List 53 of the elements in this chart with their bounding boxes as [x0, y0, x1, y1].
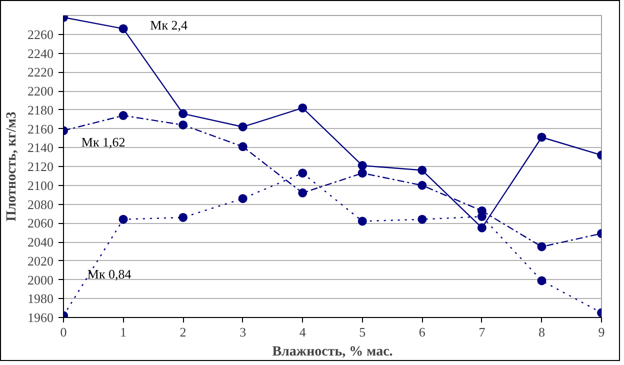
y-tick-label: 2260 [28, 26, 54, 42]
point [477, 223, 486, 232]
point [537, 132, 546, 142]
point [118, 111, 128, 120]
point [418, 180, 427, 190]
y-tick-label: 2000 [28, 272, 54, 288]
x-tick-label: 2 [180, 324, 186, 340]
point [418, 214, 427, 224]
y-tick-label: 1960 [28, 310, 54, 325]
point [298, 188, 308, 198]
point [537, 242, 546, 252]
x-tick-label: 5 [359, 324, 366, 340]
y-tick-label: 2180 [28, 102, 54, 118]
point [298, 103, 308, 112]
y-tick-label: 2020 [28, 253, 54, 268]
point [178, 120, 188, 130]
series-label: Мк 1,62 [81, 134, 126, 150]
y-axis-title: Плотность, кг/м3 [4, 112, 20, 222]
x-tick-label: 7 [478, 324, 486, 340]
point [178, 109, 188, 118]
y-tick-label: 2080 [28, 196, 54, 212]
y-tick-label: 2140 [28, 140, 54, 156]
x-tick-label: 0 [60, 324, 67, 340]
y-tick-label: 2120 [28, 159, 54, 174]
y-tick-label: 2100 [28, 178, 54, 193]
x-tick-label: 1 [120, 324, 127, 340]
point [238, 142, 248, 152]
y-tick-label: 2200 [28, 84, 54, 98]
point [238, 122, 248, 132]
x-tick-label: 6 [418, 324, 426, 340]
point [537, 276, 546, 286]
series-label: Мк 2,4 [150, 17, 188, 32]
point [238, 194, 248, 204]
series-label: Мк 0,84 [87, 266, 132, 282]
point [118, 24, 128, 34]
y-tick-label: 2240 [28, 46, 54, 61]
x-tick-label: 3 [240, 324, 246, 340]
point [358, 161, 367, 170]
y-tick-label: 2220 [28, 64, 54, 80]
point [418, 166, 427, 175]
point [358, 168, 367, 178]
x-axis-title: Влажность, % мас. [272, 344, 393, 360]
point [118, 214, 128, 224]
y-tick-label: 2040 [28, 234, 54, 250]
point [178, 212, 188, 222]
x-tick-label: 9 [598, 324, 605, 340]
point [298, 168, 308, 178]
x-tick-label: 4 [299, 324, 306, 340]
x-tick-label: 8 [538, 324, 545, 340]
y-tick-label: 1980 [28, 291, 54, 306]
y-tick-label: 2160 [28, 121, 54, 136]
y-tick-label: 2060 [28, 216, 54, 231]
point [358, 216, 367, 226]
